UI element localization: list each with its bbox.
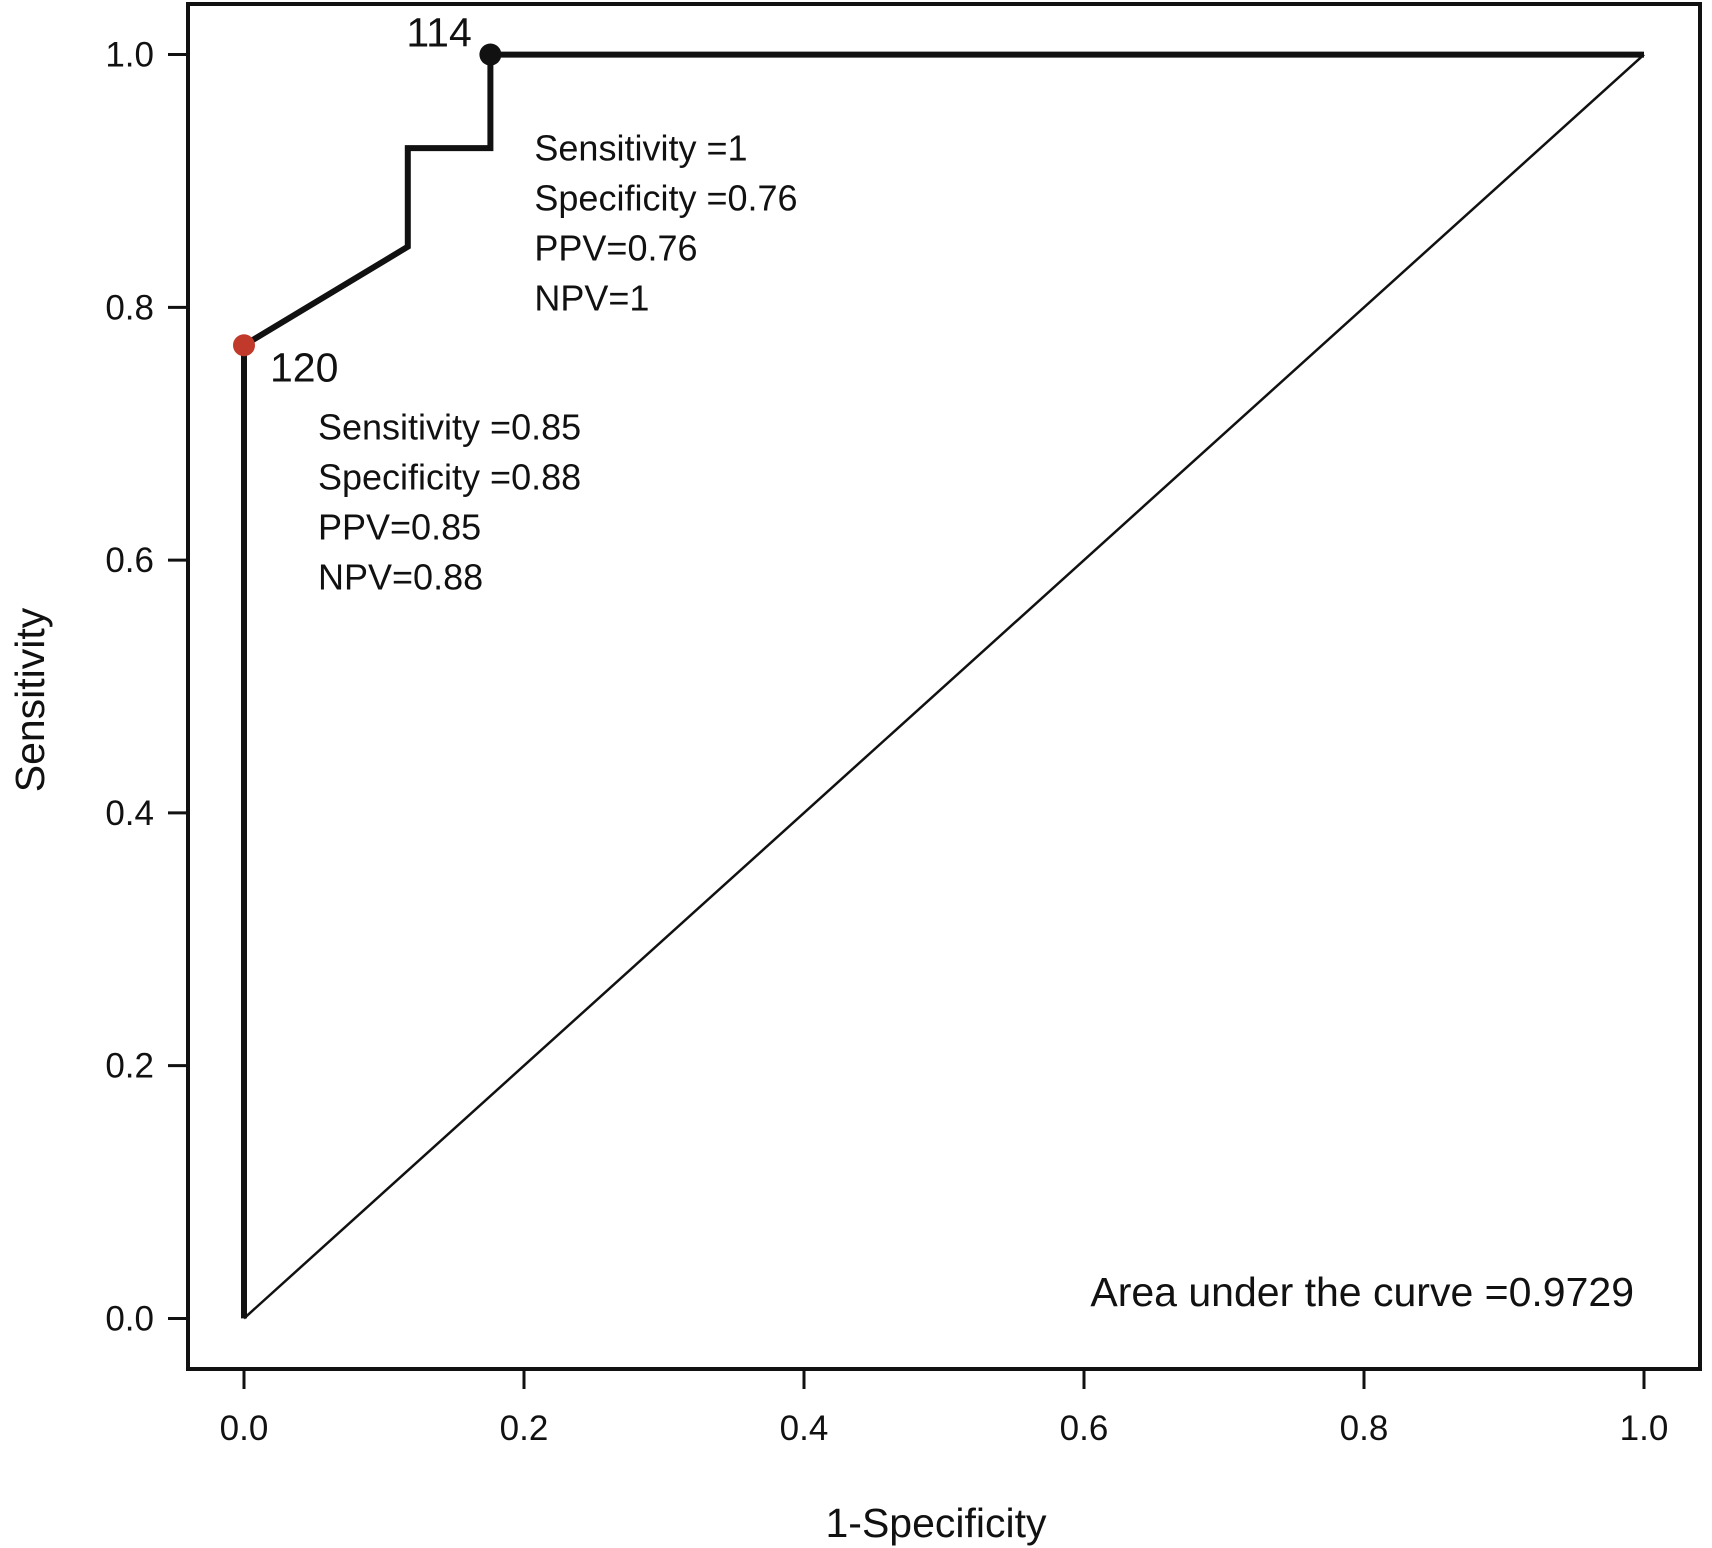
roc-point-stat: Sensitivity =0.85 [318, 406, 581, 447]
x-tick-label: 1.0 [1620, 1409, 1669, 1448]
y-tick-label: 0.4 [105, 794, 154, 833]
x-axis-title: 1-Specificity [825, 1500, 1047, 1546]
x-tick-label: 0.6 [1060, 1409, 1109, 1448]
roc-point-stat: NPV=1 [534, 278, 649, 319]
auc-annotation: Area under the curve =0.9729 [1090, 1269, 1634, 1315]
roc-point-stat: NPV=0.88 [318, 556, 483, 597]
x-tick-label: 0.2 [500, 1409, 549, 1448]
y-tick-label: 0.6 [105, 541, 154, 580]
roc-point-stat: PPV=0.76 [534, 228, 697, 269]
y-tick-label: 0.8 [105, 288, 154, 327]
roc-point-label: 114 [406, 10, 471, 56]
x-tick-label: 0.8 [1340, 1409, 1389, 1448]
roc-point-stat: Sensitivity =1 [534, 128, 747, 169]
roc-point-stat: Specificity =0.88 [318, 456, 581, 497]
reference-diagonal-line [243, 53, 1645, 1320]
x-tick-label: 0.4 [780, 1409, 829, 1448]
roc-point-stat: PPV=0.85 [318, 506, 481, 547]
y-tick-label: 1.0 [105, 36, 154, 75]
x-axis: 0.0 0.2 0.4 0.6 0.8 1.0 [220, 1369, 1669, 1448]
roc-point-stat: Specificity =0.76 [534, 178, 797, 219]
roc-point-marker [233, 334, 255, 357]
y-axis-title: Sensitivity [7, 607, 53, 792]
roc-point-marker [479, 43, 502, 66]
y-tick-label: 0.2 [105, 1047, 154, 1086]
roc-point-label: 120 [270, 344, 338, 390]
x-tick-label: 0.0 [220, 1409, 269, 1448]
y-axis: 0.0 0.2 0.4 0.6 0.8 1.0 [105, 36, 188, 1338]
series-layer [241, 51, 1645, 1320]
y-tick-label: 0.0 [105, 1299, 154, 1338]
plot-frame [186, 2, 1702, 1371]
marker-layer: 114 Sensitivity =1 Specificity =0.76 PPV=0.… [233, 10, 798, 597]
